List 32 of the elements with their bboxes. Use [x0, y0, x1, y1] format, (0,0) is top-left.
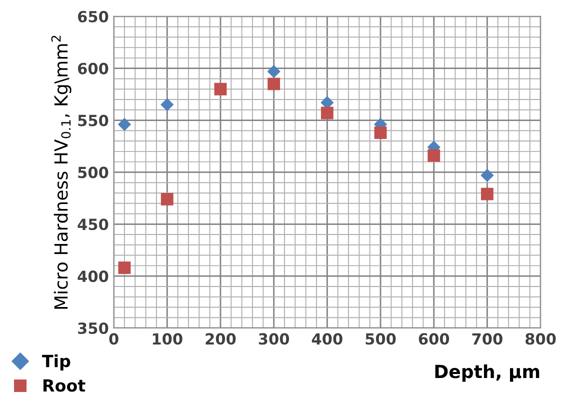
y-tick-label: 350 — [78, 322, 108, 334]
point — [374, 126, 387, 139]
point — [160, 98, 174, 112]
y-tick-label: 400 — [78, 270, 108, 282]
point — [428, 149, 440, 162]
x-tick-label: 700 — [472, 333, 502, 345]
y-tick-label: 550 — [78, 114, 108, 126]
legend-label: Tip — [42, 354, 70, 371]
point — [480, 168, 494, 182]
point — [118, 262, 131, 274]
point — [118, 118, 132, 132]
y-tick-label: 450 — [78, 218, 108, 230]
y-tick-label: 500 — [78, 166, 108, 178]
point — [268, 78, 280, 90]
legend-label: Root — [43, 379, 86, 392]
point — [214, 82, 227, 96]
x-tick-label: 500 — [366, 333, 396, 345]
y-tick-label: 600 — [78, 62, 108, 74]
point — [267, 64, 280, 78]
x-tick-label: 0 — [109, 333, 118, 345]
x-tick-label: 300 — [258, 333, 290, 345]
point — [480, 188, 494, 200]
x-tick-label: 400 — [312, 333, 342, 345]
y-tick-label: 650 — [78, 10, 108, 22]
x-axis-title: Depth, µm — [435, 364, 540, 382]
y-axis-title: Micro Hardness HV$_{0.1}$, Kg\mm$^{2}$ — [51, 36, 72, 309]
point — [160, 192, 174, 206]
x-tick-label: 200 — [206, 333, 236, 345]
x-tick-label: 800 — [526, 333, 556, 345]
point — [320, 106, 334, 120]
x-tick-label: 600 — [418, 333, 450, 345]
x-tick-label: 100 — [152, 333, 182, 345]
